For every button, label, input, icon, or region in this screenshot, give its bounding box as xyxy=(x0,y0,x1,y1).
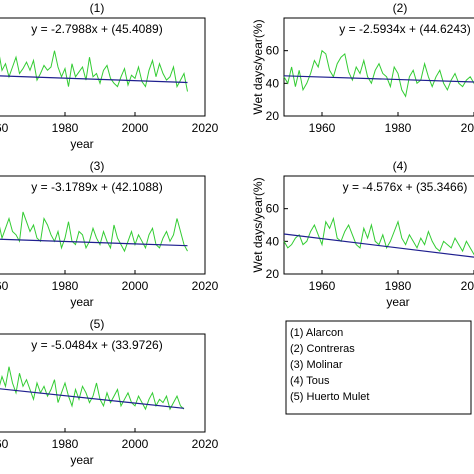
regression-equation: y = -3.1789x + (42.1088) xyxy=(31,180,162,194)
data-series-line xyxy=(283,49,474,98)
y-tick-label: 20 xyxy=(266,109,280,123)
y-axis-label: Wet days/year(%) xyxy=(251,177,265,272)
regression-equation: y = -4.576x + (35.3466) xyxy=(343,180,468,194)
data-series-line xyxy=(0,366,185,411)
x-tick-label: 1960 xyxy=(0,121,9,135)
x-tick-label: 2020 xyxy=(192,437,219,451)
y-tick-label: 40 xyxy=(266,76,280,90)
plot-frame-1 xyxy=(0,17,206,117)
x-axis-label: year xyxy=(70,453,93,467)
trend-line xyxy=(283,233,474,258)
legend-item: (1) Alarcon xyxy=(290,327,343,339)
x-axis-label: year xyxy=(386,295,409,309)
legend-item: (2) Contreras xyxy=(290,343,355,355)
x-tick-label: 1980 xyxy=(52,279,79,293)
legend-item: (5) Huerto Mulet xyxy=(290,391,369,403)
trend-line xyxy=(283,75,474,83)
panel-title: (5) xyxy=(90,317,105,331)
y-axis-label: Wet days/year(%) xyxy=(251,19,265,114)
x-tick-label: 2000 xyxy=(122,121,149,135)
regression-equation: y = -2.5934x + (44.6243) xyxy=(339,22,470,36)
legend-box xyxy=(285,320,472,415)
data-series-line xyxy=(283,216,474,256)
data-series-line xyxy=(0,211,188,253)
plot-frame-3 xyxy=(0,175,206,275)
panel-title: (1) xyxy=(90,1,105,15)
panel-title: (4) xyxy=(393,159,408,173)
x-tick-label: 1960 xyxy=(309,279,336,293)
x-tick-label: 2000 xyxy=(122,279,149,293)
legend-item: (4) Tous xyxy=(290,375,330,387)
x-tick-label: 1960 xyxy=(0,279,9,293)
x-tick-label: 2020 xyxy=(192,121,219,135)
regression-equation: y = -5.0484x + (33.9726) xyxy=(31,338,162,352)
x-tick-label: 1960 xyxy=(0,437,9,451)
x-tick-label: 1960 xyxy=(309,121,336,135)
y-tick-label: 20 xyxy=(266,267,280,281)
x-axis-label: year xyxy=(70,137,93,151)
regression-equation: y = -2.7988x + (45.4089) xyxy=(31,22,162,36)
x-tick-label: 1980 xyxy=(385,121,412,135)
data-series-line xyxy=(0,50,188,92)
x-tick-label: 2000 xyxy=(122,437,149,451)
x-tick-label: 1980 xyxy=(52,437,79,451)
y-tick-label: 60 xyxy=(266,44,280,58)
x-tick-label: 1980 xyxy=(52,121,79,135)
trend-line xyxy=(0,388,185,409)
trend-line xyxy=(0,75,188,84)
x-tick-label: 2000 xyxy=(461,279,474,293)
x-tick-label: 2000 xyxy=(461,121,474,135)
legend-item: (3) Molinar xyxy=(290,359,343,371)
x-axis-label: year xyxy=(70,295,93,309)
trend-line xyxy=(0,238,188,247)
panel-title: (2) xyxy=(393,1,408,15)
y-tick-label: 60 xyxy=(266,202,280,216)
y-tick-label: 40 xyxy=(266,234,280,248)
x-tick-label: 2020 xyxy=(192,279,219,293)
panel-title: (3) xyxy=(90,159,105,173)
plot-frame-5 xyxy=(0,333,206,433)
x-tick-label: 1980 xyxy=(385,279,412,293)
